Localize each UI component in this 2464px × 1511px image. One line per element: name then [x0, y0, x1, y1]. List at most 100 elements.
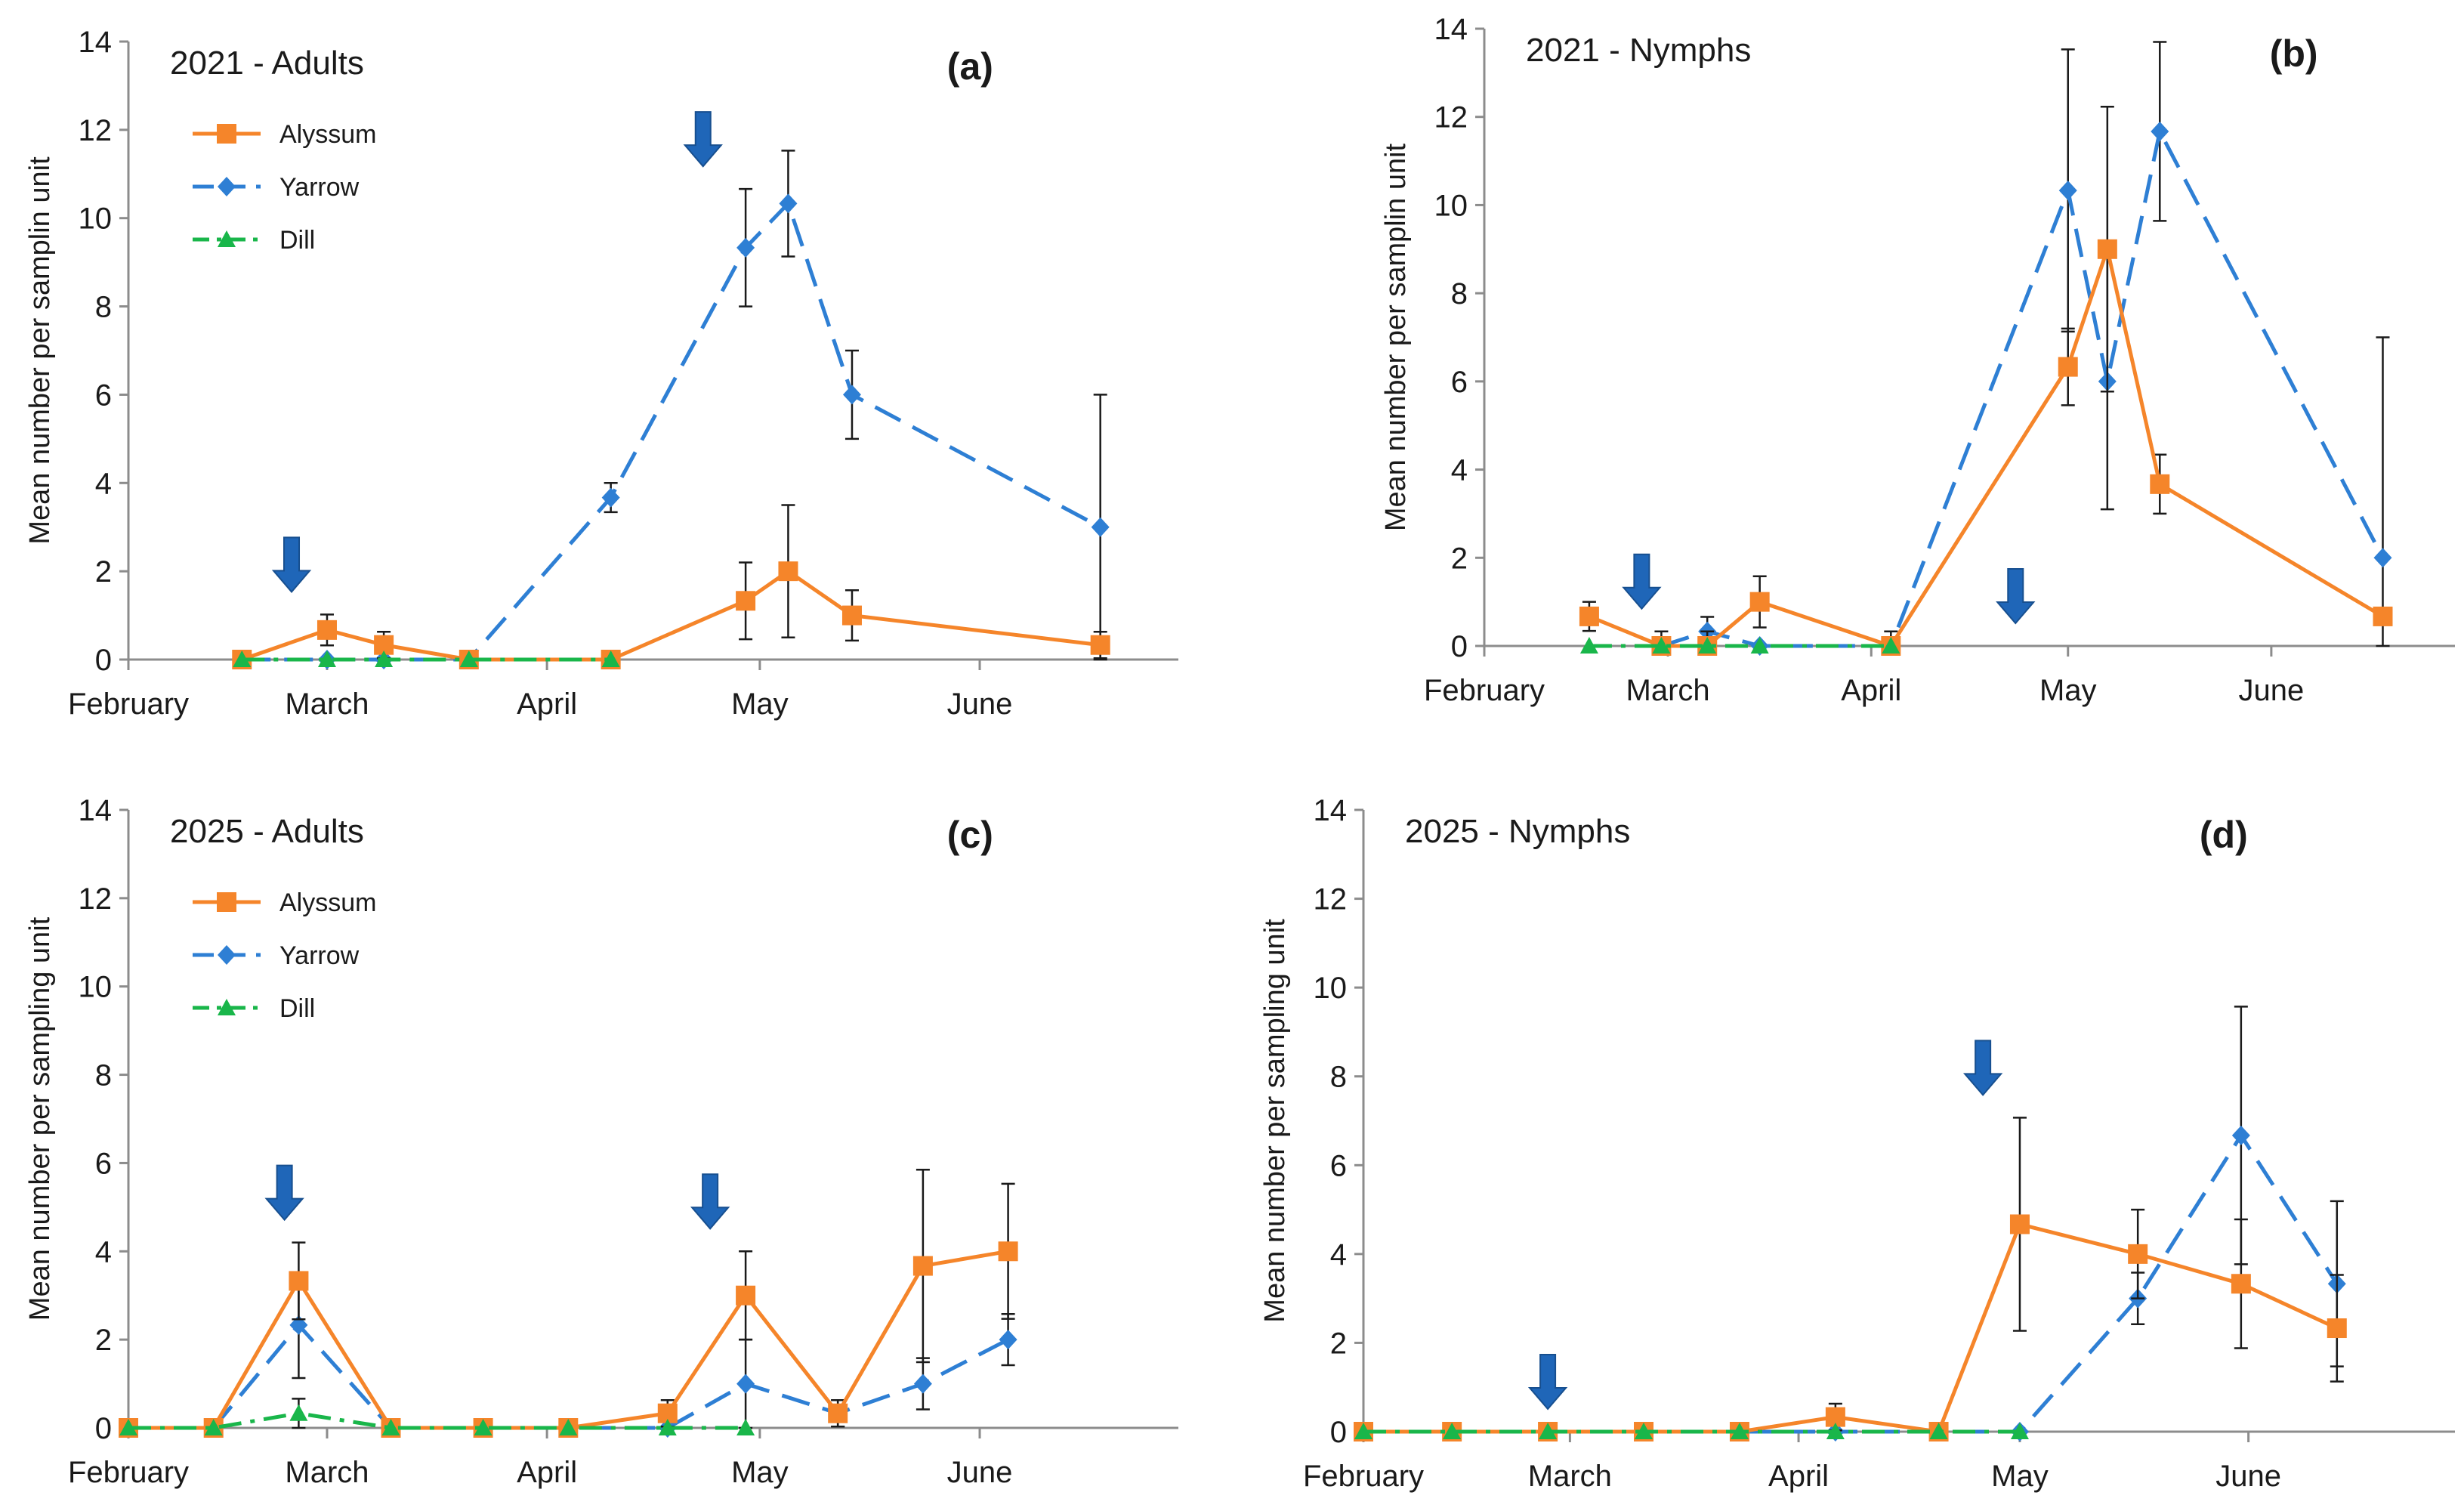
data-point — [119, 1419, 137, 1435]
y-tick-label: 14 — [79, 26, 113, 59]
legend-marker — [218, 999, 236, 1015]
x-tick-label: May — [1991, 1460, 2049, 1493]
data-point — [204, 1419, 223, 1435]
data-point — [913, 1373, 932, 1394]
data-point — [1635, 1423, 1653, 1439]
series-yarrow — [1354, 1006, 2346, 1441]
x-tick-label: May — [731, 688, 789, 721]
series-alyssum — [1579, 106, 2393, 656]
data-point — [289, 1271, 309, 1291]
series-alyssum — [232, 504, 1110, 669]
y-tick-label: 2 — [95, 1324, 112, 1357]
y-tick-label: 0 — [1451, 630, 1468, 663]
y-tick-label: 6 — [1330, 1149, 1347, 1182]
x-tick-label: June — [2215, 1460, 2281, 1493]
data-point — [601, 650, 620, 667]
data-point — [2151, 121, 2169, 141]
legend-marker — [217, 892, 236, 912]
y-tick-label: 4 — [95, 467, 112, 500]
release-arrow — [264, 1164, 304, 1222]
y-tick-label: 4 — [1451, 454, 1468, 487]
data-point — [381, 1419, 400, 1435]
release-arrow — [1996, 568, 2036, 625]
data-point — [998, 1241, 1018, 1262]
data-point — [601, 487, 620, 508]
data-point — [2327, 1318, 2347, 1339]
y-tick-label: 10 — [1434, 189, 1468, 222]
series-dill — [119, 1398, 755, 1435]
x-tick-label: March — [285, 688, 369, 721]
data-point — [2009, 1214, 2030, 1234]
release-arrow — [1962, 1040, 2003, 1096]
release-arrow — [683, 111, 723, 168]
y-tick-label: 14 — [1314, 794, 1348, 827]
data-point — [1091, 517, 1110, 537]
y-tick-label: 6 — [95, 1147, 112, 1180]
data-point — [1730, 1423, 1749, 1439]
data-point — [474, 1419, 492, 1435]
data-point — [1579, 606, 1599, 626]
x-tick-label: February — [1424, 674, 1545, 707]
data-point — [736, 1285, 756, 1306]
data-point — [316, 620, 337, 640]
data-point — [375, 650, 394, 667]
y-tick-label: 0 — [95, 644, 112, 677]
data-point — [779, 193, 798, 214]
panel-title: 2021 - Adults — [170, 45, 364, 82]
legend-marker — [217, 124, 236, 144]
y-tick-label: 14 — [79, 794, 113, 827]
chart-panel-2: 0 2 4 6 8 10 12 14 February March April May June Mean… — [1380, 13, 2455, 707]
chart-panel-4: 0 2 4 6 8 10 12 14 February March April May June Mean… — [1259, 794, 2455, 1493]
data-point — [1826, 1423, 1845, 1439]
series-line — [128, 1323, 1009, 1430]
data-point — [842, 385, 861, 405]
data-point — [999, 1330, 1017, 1350]
panel-title: 2021 - Nymphs — [1526, 32, 1751, 69]
data-point — [841, 605, 862, 626]
y-tick-label: 12 — [1314, 883, 1348, 916]
data-point — [317, 650, 336, 667]
data-point — [1750, 637, 1769, 654]
y-tick-label: 2 — [95, 555, 112, 589]
chart-panel-3: 0 2 4 6 8 10 12 14 February March April May June Mean… — [24, 794, 1178, 1489]
x-tick-label: February — [1303, 1460, 1424, 1493]
panel-title: 2025 - Nymphs — [1405, 813, 1630, 850]
x-tick-label: June — [947, 1456, 1013, 1489]
legend-marker — [218, 230, 236, 247]
data-point — [736, 1373, 755, 1394]
panel-label: (b) — [2270, 32, 2318, 75]
x-tick-label: March — [1528, 1460, 1612, 1493]
legend-label: Yarrow — [279, 941, 360, 970]
data-point — [2373, 606, 2393, 626]
data-point — [1698, 637, 1717, 654]
data-point — [1882, 637, 1900, 654]
y-tick-label: 12 — [1434, 101, 1468, 134]
data-point — [736, 591, 756, 611]
y-axis-label: Mean number per samplin unit — [1380, 143, 1412, 531]
legend-label: Dill — [279, 994, 315, 1023]
legend-label: Alyssum — [279, 120, 376, 149]
y-tick-label: 4 — [95, 1235, 112, 1268]
y-axis-label: Mean number per samplin unit — [24, 156, 56, 545]
data-point — [1749, 592, 1770, 612]
release-arrow — [1527, 1354, 1568, 1411]
x-tick-label: February — [68, 1456, 189, 1489]
release-arrow — [690, 1173, 730, 1230]
y-tick-label: 0 — [95, 1412, 112, 1445]
series-alyssum — [1354, 1117, 2347, 1441]
series-yarrow — [1652, 41, 2392, 656]
chart-panel-1: 0 2 4 6 8 10 12 14 February March April May June Mean… — [24, 26, 1178, 721]
data-point — [2231, 1274, 2251, 1294]
data-point — [1443, 1423, 1462, 1439]
panel-label: (d) — [2200, 814, 2248, 856]
y-tick-label: 12 — [79, 882, 113, 916]
data-point — [2128, 1244, 2148, 1264]
data-point — [1929, 1423, 1948, 1439]
data-point — [459, 650, 478, 667]
x-tick-label: June — [947, 688, 1013, 721]
y-tick-label: 12 — [79, 114, 113, 147]
legend-label: Yarrow — [279, 173, 360, 202]
panel-label: (a) — [947, 45, 993, 88]
data-point — [1354, 1423, 1372, 1439]
series-line — [1588, 247, 2384, 648]
